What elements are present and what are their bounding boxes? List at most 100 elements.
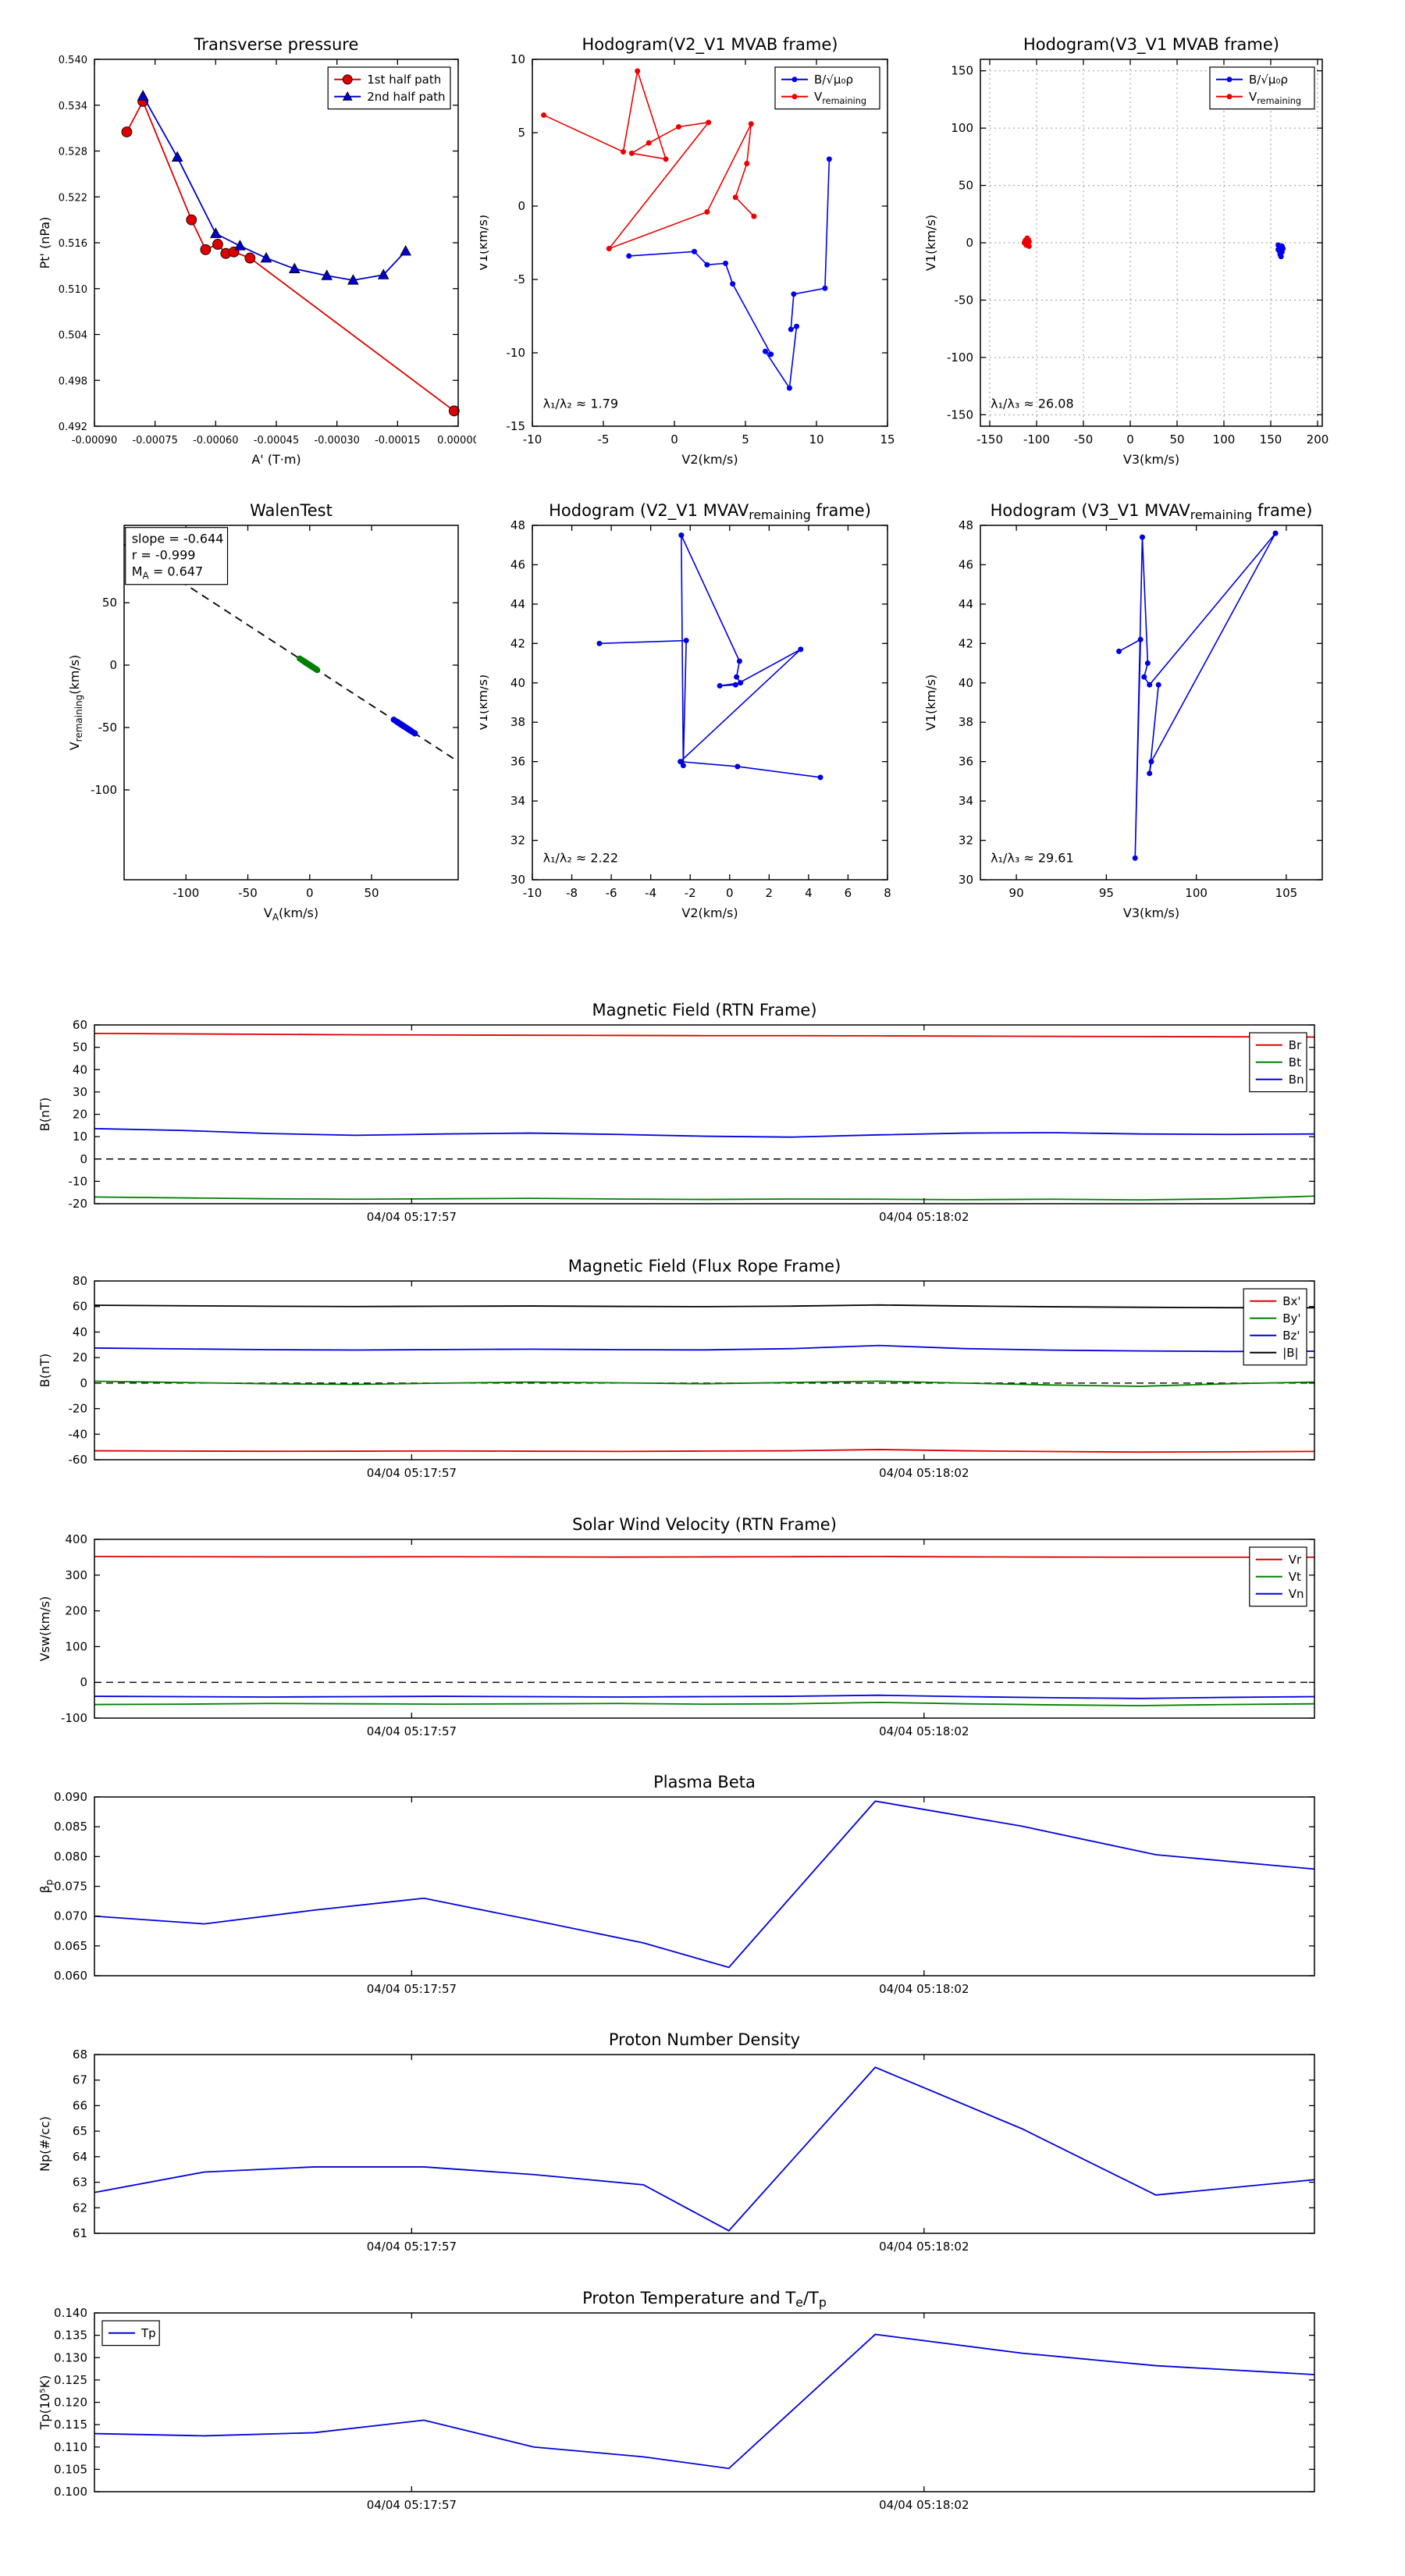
- marker-triangle: [400, 244, 412, 256]
- annotation-text: λ₁/λ₃ ≈ 29.61: [991, 850, 1074, 865]
- y-tick-label: 0.498: [59, 375, 87, 387]
- chart-svg-c4: -100 -50 0 50 -100 -50 0 50 WalenTest VA(km/s) Vre…: [67, 501, 459, 923]
- chart-svg-p3: 04/04 05:17:57 04/04 05:18:02 -100 0 100 200 3…: [37, 1515, 1315, 1738]
- y-tick-label: -20: [69, 1197, 88, 1211]
- marker-dot: [748, 121, 754, 127]
- marker-circle: [121, 126, 133, 137]
- legend-box: [1209, 66, 1315, 110]
- y-tick-label: 0.528: [59, 147, 87, 158]
- y-tick-label: 400: [65, 1532, 87, 1546]
- marker-dot: [626, 253, 632, 259]
- chart-hodogram-v3v1-mvav: 90 95 100 105 30 32 34 36 38 40 42 44 46 48 Hodogram (…: [923, 482, 1364, 951]
- y-axis-label: V1(km/s): [480, 215, 490, 271]
- marker-dot: [791, 291, 797, 297]
- x-tick-label: -100: [1023, 432, 1050, 447]
- chart-svg-p6: 04/04 05:17:57 04/04 05:18:02 0.100 0.105 0.…: [37, 2289, 1315, 2512]
- x-axis-label: V2(km/s): [681, 452, 738, 467]
- marker-triangle: [137, 90, 149, 101]
- marker-triangle: [171, 151, 183, 162]
- x-tick-label: 200: [1307, 432, 1329, 447]
- marker-dot: [1275, 247, 1282, 253]
- marker-dot: [791, 94, 798, 100]
- chart-title: Hodogram(V3_V1 MVAB frame): [1023, 35, 1279, 55]
- y-tick-label: 0: [518, 199, 525, 213]
- plot-background: [94, 59, 458, 426]
- chart-title: Plasma Beta: [653, 1773, 756, 1791]
- y-tick-label: 300: [65, 1568, 87, 1582]
- y-tick-label: 0: [966, 236, 973, 250]
- y-tick-label: 0.492: [59, 422, 87, 433]
- marker-dot: [683, 638, 689, 644]
- y-tick-label: 0.075: [54, 1880, 87, 1894]
- y-tick-label: 38: [959, 715, 973, 729]
- x-tick-label: 04/04 05:17:57: [367, 1724, 457, 1738]
- marker-dot: [794, 323, 800, 329]
- x-tick-label: -100: [173, 886, 199, 900]
- marker-dot: [1147, 681, 1153, 688]
- axes-frame: [94, 1539, 1315, 1719]
- x-tick-label: 2: [766, 886, 774, 900]
- x-tick-label: 10: [809, 432, 823, 447]
- y-tick-label: 36: [959, 755, 973, 769]
- y-tick-label: -100: [61, 1711, 87, 1725]
- y-tick-label: 44: [959, 597, 973, 611]
- marker-dot: [1144, 660, 1151, 667]
- y-tick-label: 32: [959, 834, 973, 848]
- y-tick-label: -50: [955, 293, 974, 307]
- x-tick-label: 100: [1213, 432, 1236, 447]
- x-tick-label: 0: [306, 886, 314, 900]
- marker-dot: [1116, 648, 1122, 654]
- x-tick-label: 50: [364, 886, 379, 900]
- y-tick-label: 0.510: [59, 284, 87, 296]
- marker-circle: [200, 244, 212, 255]
- marker-dot: [314, 667, 321, 674]
- legend-label: Vremaining: [814, 90, 866, 106]
- marker-dot: [817, 774, 823, 781]
- y-tick-label: 30: [73, 1085, 87, 1099]
- marker-dot: [788, 326, 794, 333]
- x-tick-label: -10: [523, 886, 542, 900]
- y-tick-label: 0.125: [54, 2373, 87, 2387]
- legend-label: Bx': [1282, 1294, 1300, 1308]
- annotation-line: MA = 0.647: [132, 564, 203, 582]
- y-tick-label: -20: [69, 1402, 88, 1416]
- y-tick-label: 44: [510, 597, 525, 611]
- marker-dot: [736, 658, 742, 664]
- marker-dot: [1226, 76, 1232, 83]
- chart-svg-p1: 04/04 05:17:57 04/04 05:18:02 -20 -10 0 10 20 3…: [37, 1001, 1315, 1224]
- x-axis-label: V3(km/s): [1123, 452, 1179, 467]
- chart-svg-p2: 04/04 05:17:57 04/04 05:18:02 -60 -40 -20 0 20…: [37, 1257, 1315, 1480]
- y-tick-label: 30: [510, 873, 525, 887]
- x-tick-label: -0.00030: [314, 435, 359, 447]
- axes-frame: [123, 525, 459, 881]
- chart-title: Magnetic Field (RTN Frame): [592, 1001, 816, 1019]
- marker-dot: [734, 674, 740, 680]
- legend-label: 2nd half path: [367, 90, 445, 104]
- x-tick-label: -0.00075: [132, 435, 177, 447]
- marker-dot: [1024, 235, 1030, 241]
- y-tick-label: 0: [80, 1675, 87, 1689]
- marker-dot: [706, 119, 712, 126]
- marker-dot: [762, 348, 768, 354]
- marker-dot: [723, 260, 729, 266]
- chart-svg-c1: -0.00090 -0.00075 -0.00060 -0.00045 -0.00030…: [37, 35, 479, 467]
- y-axis-label: Pt' (nPa): [37, 217, 52, 269]
- marker-dot: [1278, 254, 1284, 260]
- marker-dot: [1023, 242, 1030, 248]
- y-tick-label: 32: [510, 834, 525, 848]
- y-tick-label: 0.080: [54, 1849, 87, 1863]
- x-tick-label: 0.00000: [437, 435, 476, 447]
- plot-background: [532, 525, 887, 880]
- legend-label: Vremaining: [1249, 90, 1301, 106]
- y-tick-label: 0.065: [54, 1939, 87, 1953]
- annotation-text: λ₁/λ₂ ≈ 1.79: [543, 397, 618, 411]
- y-tick-label: 40: [959, 676, 973, 690]
- y-tick-label: 63: [73, 2176, 87, 2190]
- series-line-Bx': [94, 1449, 1315, 1453]
- y-tick-label: 46: [510, 557, 525, 571]
- x-tick-label: 04/04 05:17:57: [367, 2498, 457, 2512]
- x-tick-label: 105: [1275, 886, 1298, 900]
- legend-label: B/√μ₀ρ: [814, 73, 853, 87]
- x-tick-label: 95: [1099, 886, 1114, 900]
